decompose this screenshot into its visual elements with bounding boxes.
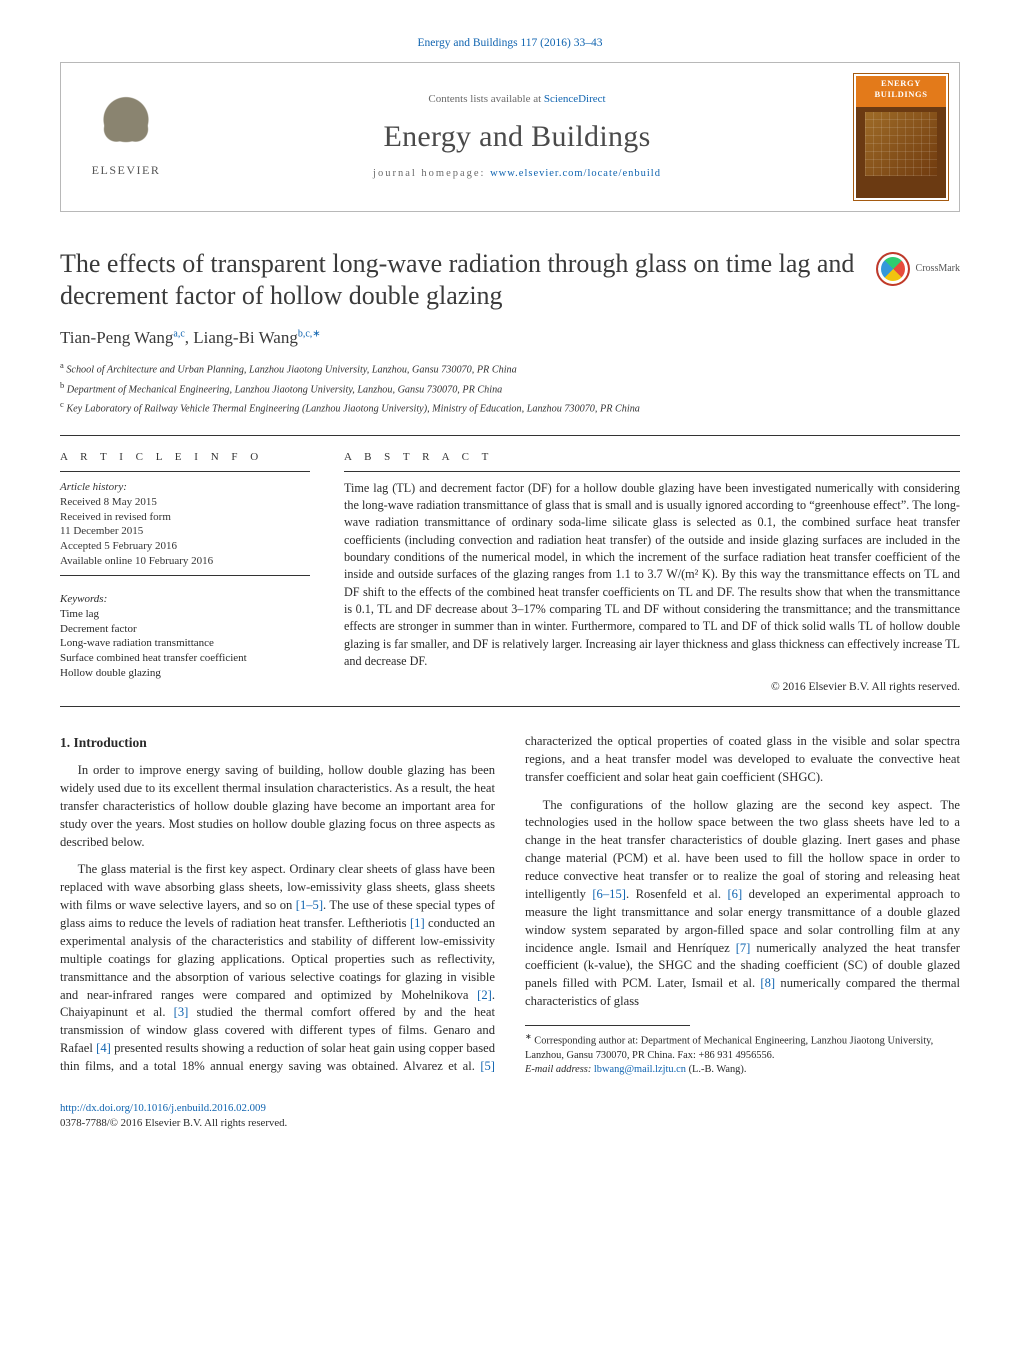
footnote-rule bbox=[525, 1025, 690, 1026]
rule-bottom bbox=[60, 706, 960, 707]
body-text: characterized the optical properties of … bbox=[525, 734, 960, 784]
masthead-center: Contents lists available at ScienceDirec… bbox=[191, 63, 843, 211]
publisher-name: ELSEVIER bbox=[92, 162, 161, 178]
article-info-column: A R T I C L E I N F O Article history: R… bbox=[60, 450, 310, 696]
citation-link[interactable]: [4] bbox=[96, 1041, 111, 1055]
affiliation-b-text: Department of Mechanical Engineering, La… bbox=[67, 384, 502, 395]
abstract-copyright: © 2016 Elsevier B.V. All rights reserved… bbox=[344, 680, 960, 696]
corresponding-email-link[interactable]: lbwang@mail.lzjtu.cn bbox=[594, 1064, 686, 1075]
masthead: ELSEVIER Contents lists available at Sci… bbox=[60, 62, 960, 212]
corresponding-author-note: ∗ Corresponding author at: Department of… bbox=[525, 1032, 960, 1063]
homepage-prefix: journal homepage: bbox=[373, 168, 490, 179]
rule-top bbox=[60, 435, 960, 436]
crossmark-icon bbox=[876, 252, 910, 286]
keyword: Hollow double glazing bbox=[60, 666, 310, 681]
author-2-corr-star: ∗ bbox=[312, 328, 320, 339]
history-line: 11 December 2015 bbox=[60, 524, 310, 539]
contents-available-line: Contents lists available at ScienceDirec… bbox=[428, 92, 605, 107]
footnotes: ∗ Corresponding author at: Department of… bbox=[525, 1032, 960, 1077]
abstract-heading: A B S T R A C T bbox=[344, 450, 960, 465]
citation-link[interactable]: [2] bbox=[477, 988, 492, 1002]
journal-homepage-line: journal homepage: www.elsevier.com/locat… bbox=[373, 167, 661, 181]
abstract-text: Time lag (TL) and decrement factor (DF) … bbox=[344, 480, 960, 671]
crossmark-widget[interactable]: CrossMark bbox=[876, 252, 960, 286]
affiliation-c-text: Key Laboratory of Railway Vehicle Therma… bbox=[66, 403, 640, 414]
author-list: Tian-Peng Wanga,c, Liang-Bi Wangb,c,∗ bbox=[60, 327, 960, 350]
affiliations: a School of Architecture and Urban Plann… bbox=[60, 359, 960, 417]
affiliation-c: c Key Laboratory of Railway Vehicle Ther… bbox=[60, 398, 960, 417]
keywords-label: Keywords: bbox=[60, 592, 310, 607]
abstract-rule bbox=[344, 471, 960, 472]
article-info-heading: A R T I C L E I N F O bbox=[60, 450, 310, 465]
history-line: Received 8 May 2015 bbox=[60, 495, 310, 510]
journal-name: Energy and Buildings bbox=[383, 117, 650, 158]
sciencedirect-link[interactable]: ScienceDirect bbox=[544, 93, 606, 105]
affiliation-a: a School of Architecture and Urban Plann… bbox=[60, 359, 960, 378]
doi-link[interactable]: http://dx.doi.org/10.1016/j.enbuild.2016… bbox=[60, 1102, 266, 1114]
crossmark-label: CrossMark bbox=[916, 262, 960, 276]
keyword: Time lag bbox=[60, 607, 310, 622]
body-text: The configurations of the hollow glazing… bbox=[525, 798, 960, 901]
author-2-affil-sup: b,c, bbox=[298, 328, 312, 339]
affiliation-a-text: School of Architecture and Urban Plannin… bbox=[66, 365, 516, 376]
keyword: Decrement factor bbox=[60, 622, 310, 637]
citation-link[interactable]: [7] bbox=[736, 941, 751, 955]
article-info-rule bbox=[60, 471, 310, 472]
body-paragraph: The configurations of the hollow glazing… bbox=[525, 797, 960, 1012]
abstract-column: A B S T R A C T Time lag (TL) and decrem… bbox=[344, 450, 960, 696]
elsevier-logo: ELSEVIER bbox=[92, 94, 161, 178]
history-line: Accepted 5 February 2016 bbox=[60, 539, 310, 554]
issn-copyright-line: 0378-7788/© 2016 Elsevier B.V. All right… bbox=[60, 1116, 960, 1131]
article-history: Article history: Received 8 May 2015 Rec… bbox=[60, 480, 310, 569]
email-line: E-mail address: lbwang@mail.lzjtu.cn (L.… bbox=[525, 1063, 960, 1077]
section-heading-intro: 1. Introduction bbox=[60, 733, 495, 752]
journal-homepage-link[interactable]: www.elsevier.com/locate/enbuild bbox=[490, 168, 661, 179]
author-1-name: Tian-Peng Wang bbox=[60, 328, 173, 347]
keyword: Surface combined heat transfer coefficie… bbox=[60, 651, 310, 666]
history-label: Article history: bbox=[60, 480, 310, 495]
cover-word-buildings: BUILDINGS bbox=[874, 89, 927, 100]
citation-link[interactable]: [8] bbox=[760, 976, 775, 990]
running-head-link[interactable]: Energy and Buildings 117 (2016) 33–43 bbox=[418, 37, 603, 49]
body-paragraph: In order to improve energy saving of bui… bbox=[60, 762, 495, 851]
publisher-logo-cell: ELSEVIER bbox=[61, 63, 191, 211]
body-text: Mohelnikova bbox=[401, 988, 477, 1002]
cover-word-energy: ENERGY bbox=[881, 78, 921, 89]
citation-link[interactable]: [1–5] bbox=[296, 898, 323, 912]
running-head: Energy and Buildings 117 (2016) 33–43 bbox=[60, 36, 960, 52]
affiliation-b: b Department of Mechanical Engineering, … bbox=[60, 379, 960, 398]
article-title: The effects of transparent long-wave rad… bbox=[60, 248, 860, 313]
body-two-column: 1. Introduction In order to improve ener… bbox=[60, 733, 960, 1077]
email-label: E-mail address: bbox=[525, 1064, 594, 1075]
citation-link[interactable]: [6–15] bbox=[592, 887, 626, 901]
history-line: Received in revised form bbox=[60, 510, 310, 525]
cover-thumb-cell: ENERGY BUILDINGS bbox=[843, 63, 959, 211]
corr-text: Corresponding author at: Department of M… bbox=[525, 1036, 933, 1061]
elsevier-tree-icon bbox=[94, 94, 158, 158]
body-text: . Rosenfeld et al. bbox=[626, 887, 728, 901]
email-tail: (L.-B. Wang). bbox=[686, 1064, 746, 1075]
doi-block: http://dx.doi.org/10.1016/j.enbuild.2016… bbox=[60, 1101, 960, 1131]
keyword: Long-wave radiation transmittance bbox=[60, 636, 310, 651]
keywords-rule bbox=[60, 575, 310, 576]
keywords-block: Keywords: Time lag Decrement factor Long… bbox=[60, 592, 310, 681]
cover-plot-icon bbox=[865, 112, 937, 176]
author-1-affil-sup: a,c bbox=[173, 328, 184, 339]
contents-prefix: Contents lists available at bbox=[428, 93, 543, 105]
citation-link[interactable]: [3] bbox=[174, 1005, 189, 1019]
citation-link[interactable]: [6] bbox=[727, 887, 742, 901]
citation-link[interactable]: [5] bbox=[480, 1059, 495, 1073]
corr-star: ∗ bbox=[525, 1032, 532, 1041]
citation-link[interactable]: [1] bbox=[410, 916, 425, 930]
body-text: presented results showing a reduction of… bbox=[60, 1041, 495, 1073]
history-line: Available online 10 February 2016 bbox=[60, 554, 310, 569]
author-2-name: , Liang-Bi Wang bbox=[185, 328, 298, 347]
journal-cover-thumb: ENERGY BUILDINGS bbox=[853, 73, 949, 201]
